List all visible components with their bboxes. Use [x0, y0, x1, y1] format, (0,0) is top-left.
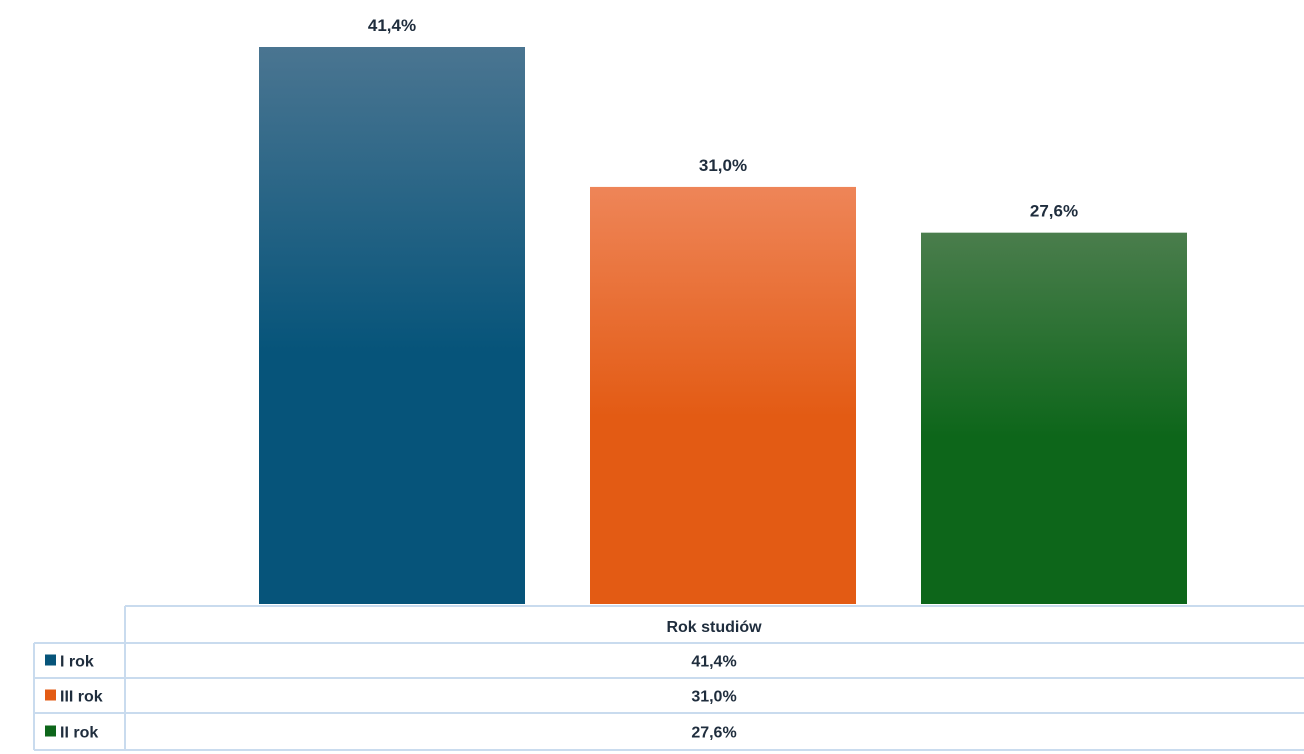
data-label: 41,4%: [368, 16, 416, 35]
legend-swatch: [45, 654, 56, 666]
table-row-label: II rok: [60, 725, 98, 742]
table-header: Rok studiów: [666, 619, 762, 636]
table-row-label: I rok: [60, 654, 94, 671]
legend-swatch: [45, 689, 56, 701]
data-table: Rok studiów I rok 41,4% III rok 31,0% II rok…: [33, 605, 1304, 751]
table-row-label: III rok: [60, 689, 103, 706]
table-row-value: 41,4%: [691, 654, 736, 671]
bar-ii-rok: [921, 232, 1187, 604]
table-row-value: 31,0%: [691, 689, 736, 706]
data-labels-group: 41,4% 31,0% 27,6%: [368, 16, 1078, 221]
bar-i-rok: [259, 47, 525, 604]
legend-swatch: [45, 725, 56, 737]
data-label: 27,6%: [1030, 202, 1078, 221]
bars-group: [259, 47, 1187, 604]
bar-iii-rok: [590, 186, 856, 604]
data-label: 31,0%: [699, 156, 747, 175]
table-row-value: 27,6%: [691, 725, 736, 742]
